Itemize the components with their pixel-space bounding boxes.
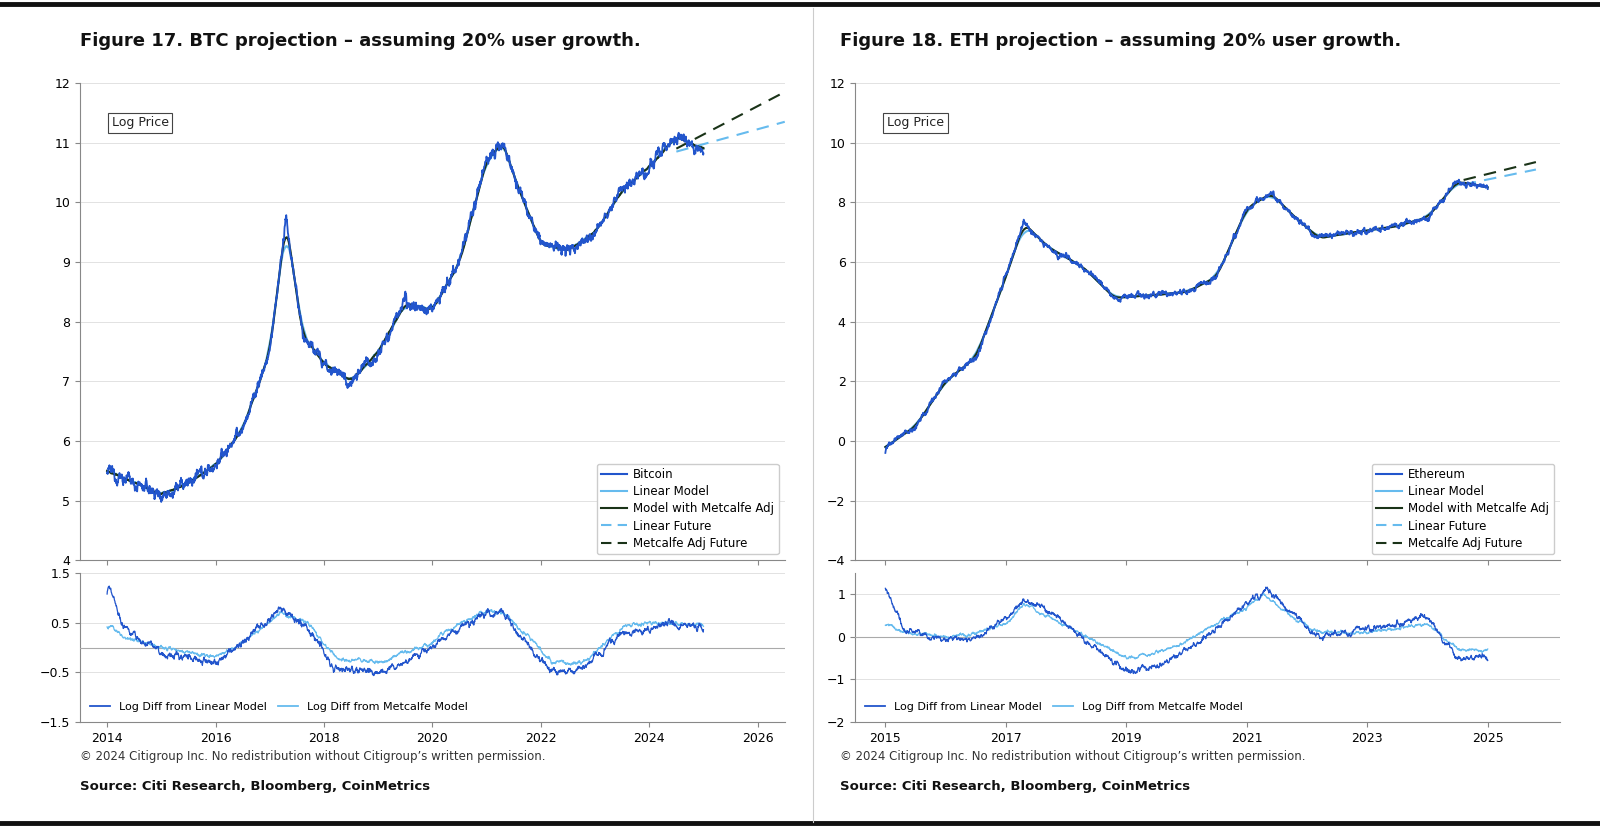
Text: © 2024 Citigroup Inc. No redistribution without Citigroup’s written permission.: © 2024 Citigroup Inc. No redistribution … <box>80 750 546 764</box>
Text: Source: Citi Research, Bloomberg, CoinMetrics: Source: Citi Research, Bloomberg, CoinMe… <box>840 780 1190 793</box>
Legend: Log Diff from Linear Model, Log Diff from Metcalfe Model: Log Diff from Linear Model, Log Diff fro… <box>85 698 472 716</box>
Text: Figure 17. BTC projection – assuming 20% user growth.: Figure 17. BTC projection – assuming 20%… <box>80 32 640 50</box>
Text: Figure 18. ETH projection – assuming 20% user growth.: Figure 18. ETH projection – assuming 20%… <box>840 32 1402 50</box>
Legend: Log Diff from Linear Model, Log Diff from Metcalfe Model: Log Diff from Linear Model, Log Diff fro… <box>861 698 1248 716</box>
Legend: Bitcoin, Linear Model, Model with Metcalfe Adj, Linear Future, Metcalfe Adj Futu: Bitcoin, Linear Model, Model with Metcal… <box>597 463 779 554</box>
Text: Source: Citi Research, Bloomberg, CoinMetrics: Source: Citi Research, Bloomberg, CoinMe… <box>80 780 430 793</box>
Text: © 2024 Citigroup Inc. No redistribution without Citigroup’s written permission.: © 2024 Citigroup Inc. No redistribution … <box>840 750 1306 764</box>
Legend: Ethereum, Linear Model, Model with Metcalfe Adj, Linear Future, Metcalfe Adj Fut: Ethereum, Linear Model, Model with Metca… <box>1371 463 1554 554</box>
Text: Log Price: Log Price <box>112 116 168 129</box>
Text: Log Price: Log Price <box>886 116 944 129</box>
